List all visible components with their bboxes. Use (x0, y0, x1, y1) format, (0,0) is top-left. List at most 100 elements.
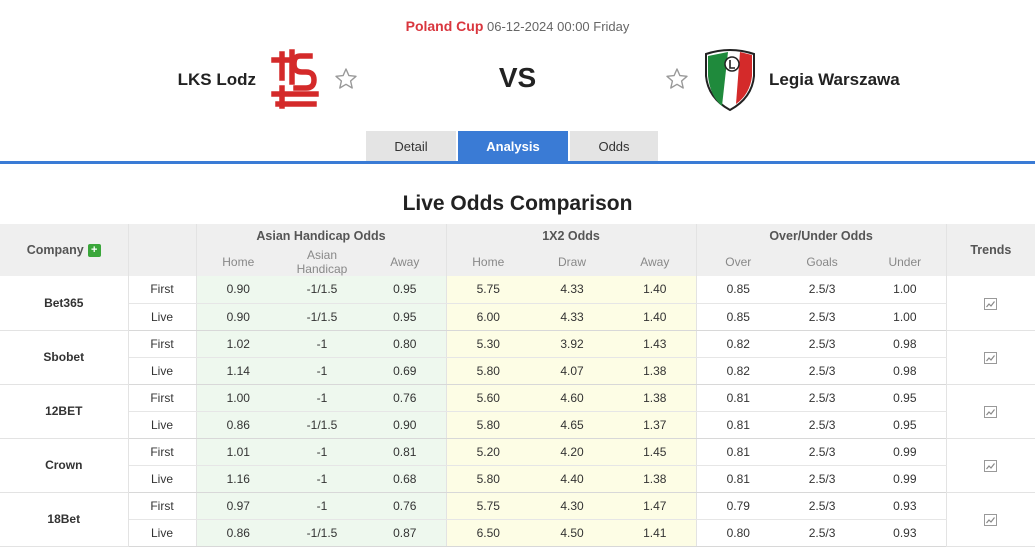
bookmaker-name[interactable]: Bet365 (0, 276, 129, 331)
ou-odds-cell[interactable]: 2.5/3 (780, 465, 865, 493)
ah-odds-cell[interactable]: 0.90 (196, 276, 280, 304)
ou-odds-cell[interactable]: 0.81 (696, 465, 781, 493)
ah-odds-cell[interactable]: 0.87 (364, 519, 447, 547)
home-team-logo[interactable] (270, 48, 322, 110)
ah-odds-cell[interactable]: 0.97 (196, 492, 280, 520)
ou-odds-cell[interactable]: 0.79 (696, 492, 781, 520)
x12-odds-cell[interactable]: 5.20 (446, 438, 531, 466)
tab-odds[interactable]: Odds (570, 131, 658, 161)
x12-odds-cell[interactable]: 5.30 (446, 330, 531, 358)
ah-odds-cell[interactable]: 1.16 (196, 465, 280, 493)
x12-odds-cell[interactable]: 4.40 (530, 465, 615, 493)
x12-odds-cell[interactable]: 5.80 (446, 411, 531, 439)
bookmaker-name[interactable]: 18Bet (0, 492, 129, 547)
ah-odds-cell[interactable]: 1.01 (196, 438, 280, 466)
ah-odds-cell[interactable]: 0.76 (364, 384, 447, 412)
x12-odds-cell[interactable]: 4.33 (530, 303, 615, 331)
ou-odds-cell[interactable]: 0.82 (696, 330, 781, 358)
ah-odds-cell[interactable]: 0.68 (364, 465, 447, 493)
ah-odds-cell[interactable]: 0.90 (364, 411, 447, 439)
ou-odds-cell[interactable]: 0.98 (864, 357, 947, 385)
x12-odds-cell[interactable]: 5.60 (446, 384, 531, 412)
line-chart-icon[interactable] (984, 512, 998, 526)
x12-odds-cell[interactable]: 4.07 (530, 357, 615, 385)
bookmaker-name[interactable]: Sbobet (0, 330, 129, 385)
ou-odds-cell[interactable]: 0.98 (864, 330, 947, 358)
ou-odds-cell[interactable]: 2.5/3 (780, 519, 865, 547)
x12-odds-cell[interactable]: 4.50 (530, 519, 615, 547)
ou-odds-cell[interactable]: 2.5/3 (780, 384, 865, 412)
ou-odds-cell[interactable]: 0.80 (696, 519, 781, 547)
x12-odds-cell[interactable]: 5.80 (446, 357, 531, 385)
x12-odds-cell[interactable]: 1.45 (614, 438, 697, 466)
tab-analysis[interactable]: Analysis (458, 131, 568, 161)
ou-odds-cell[interactable]: 0.99 (864, 465, 947, 493)
ou-odds-cell[interactable]: 0.81 (696, 411, 781, 439)
ah-odds-cell[interactable]: -1/1.5 (280, 519, 364, 547)
ou-odds-cell[interactable]: 1.00 (864, 276, 947, 304)
competition-name[interactable]: Poland Cup (405, 18, 484, 34)
x12-odds-cell[interactable]: 1.40 (614, 276, 697, 304)
ou-odds-cell[interactable]: 0.95 (864, 384, 947, 412)
x12-odds-cell[interactable]: 4.33 (530, 276, 615, 304)
x12-odds-cell[interactable]: 5.75 (446, 492, 531, 520)
ah-odds-cell[interactable]: 0.86 (196, 411, 280, 439)
ah-odds-cell[interactable]: -1 (280, 384, 364, 412)
ou-odds-cell[interactable]: 2.5/3 (780, 276, 865, 304)
ou-odds-cell[interactable]: 0.81 (696, 438, 781, 466)
x12-odds-cell[interactable]: 4.30 (530, 492, 615, 520)
ah-odds-cell[interactable]: 0.86 (196, 519, 280, 547)
ou-odds-cell[interactable]: 0.93 (864, 519, 947, 547)
ou-odds-cell[interactable]: 2.5/3 (780, 330, 865, 358)
ah-odds-cell[interactable]: 0.95 (364, 276, 447, 304)
ou-odds-cell[interactable]: 0.82 (696, 357, 781, 385)
line-chart-icon[interactable] (984, 404, 998, 418)
x12-odds-cell[interactable]: 6.50 (446, 519, 531, 547)
x12-odds-cell[interactable]: 1.38 (614, 465, 697, 493)
ah-odds-cell[interactable]: -1/1.5 (280, 303, 364, 331)
x12-odds-cell[interactable]: 1.47 (614, 492, 697, 520)
ou-odds-cell[interactable]: 1.00 (864, 303, 947, 331)
x12-odds-cell[interactable]: 1.43 (614, 330, 697, 358)
ah-odds-cell[interactable]: -1 (280, 438, 364, 466)
x12-odds-cell[interactable]: 6.00 (446, 303, 531, 331)
x12-odds-cell[interactable]: 1.40 (614, 303, 697, 331)
x12-odds-cell[interactable]: 5.80 (446, 465, 531, 493)
favorite-away-star-icon[interactable] (665, 67, 689, 91)
ou-odds-cell[interactable]: 0.93 (864, 492, 947, 520)
x12-odds-cell[interactable]: 3.92 (530, 330, 615, 358)
line-chart-icon[interactable] (984, 350, 998, 364)
ah-odds-cell[interactable]: 0.95 (364, 303, 447, 331)
ah-odds-cell[interactable]: 1.00 (196, 384, 280, 412)
x12-odds-cell[interactable]: 4.65 (530, 411, 615, 439)
ou-odds-cell[interactable]: 2.5/3 (780, 438, 865, 466)
favorite-home-star-icon[interactable] (334, 67, 358, 91)
ah-odds-cell[interactable]: -1 (280, 330, 364, 358)
bookmaker-name[interactable]: 12BET (0, 384, 129, 439)
ah-odds-cell[interactable]: -1/1.5 (280, 276, 364, 304)
x12-odds-cell[interactable]: 1.38 (614, 357, 697, 385)
x12-odds-cell[interactable]: 4.20 (530, 438, 615, 466)
ah-odds-cell[interactable]: 0.81 (364, 438, 447, 466)
ah-odds-cell[interactable]: 1.02 (196, 330, 280, 358)
ou-odds-cell[interactable]: 2.5/3 (780, 492, 865, 520)
plus-icon[interactable]: + (87, 244, 101, 258)
ou-odds-cell[interactable]: 0.95 (864, 411, 947, 439)
away-team-logo[interactable] (702, 46, 758, 112)
ah-odds-cell[interactable]: 1.14 (196, 357, 280, 385)
x12-odds-cell[interactable]: 4.60 (530, 384, 615, 412)
ah-odds-cell[interactable]: 0.80 (364, 330, 447, 358)
bookmaker-name[interactable]: Crown (0, 438, 129, 493)
x12-odds-cell[interactable]: 1.41 (614, 519, 697, 547)
ou-odds-cell[interactable]: 2.5/3 (780, 411, 865, 439)
ou-odds-cell[interactable]: 0.81 (696, 384, 781, 412)
x12-odds-cell[interactable]: 1.37 (614, 411, 697, 439)
ou-odds-cell[interactable]: 0.85 (696, 303, 781, 331)
line-chart-icon[interactable] (984, 458, 998, 472)
ah-odds-cell[interactable]: 0.69 (364, 357, 447, 385)
ou-odds-cell[interactable]: 2.5/3 (780, 303, 865, 331)
ou-odds-cell[interactable]: 0.85 (696, 276, 781, 304)
ah-odds-cell[interactable]: -1/1.5 (280, 411, 364, 439)
line-chart-icon[interactable] (984, 296, 998, 310)
ah-odds-cell[interactable]: -1 (280, 492, 364, 520)
